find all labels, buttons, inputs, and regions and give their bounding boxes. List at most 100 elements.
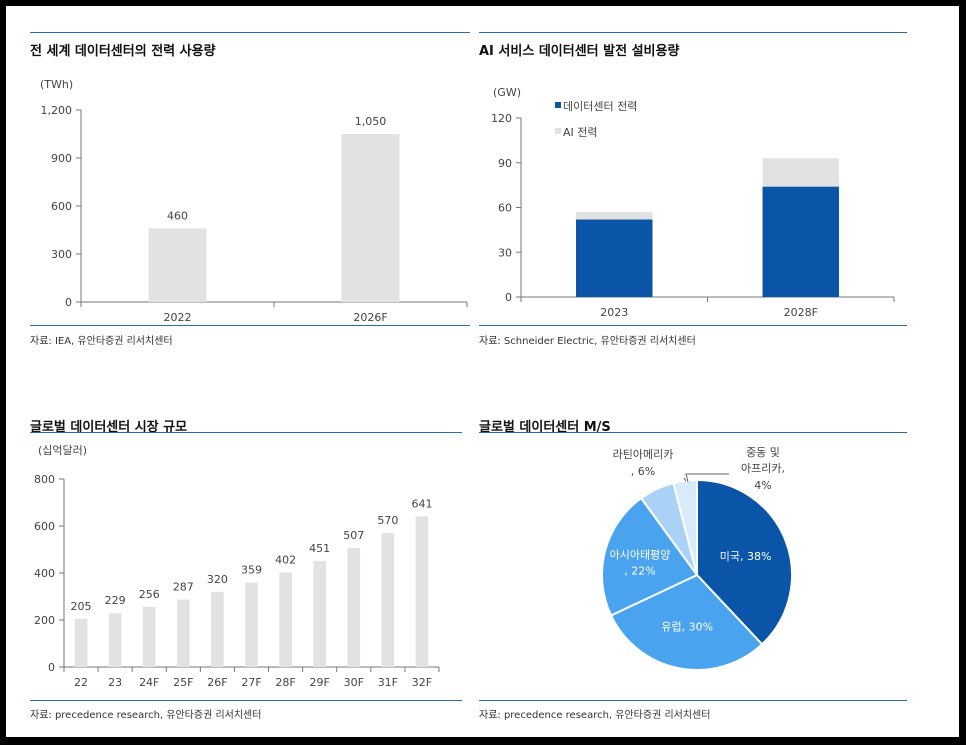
x-tick-label: 23: [108, 676, 122, 689]
bar: [74, 618, 88, 667]
legend-label: 데이터센터 전력: [563, 100, 637, 113]
panel-title: 글로벌 데이터센터 M/S: [479, 420, 611, 435]
y-tick-label: 400: [34, 567, 55, 580]
data-label: 570: [377, 514, 398, 527]
data-label: 320: [207, 573, 228, 586]
pie-label-outer: 아프리카,: [741, 462, 785, 475]
x-tick-label: 30F: [344, 676, 364, 689]
leader-line: [683, 477, 687, 482]
panel-top-rule: [30, 32, 470, 33]
x-tick-label: 28F: [275, 676, 295, 689]
y-tick-label: 300: [51, 248, 72, 261]
panel-top-rule: [30, 432, 462, 433]
pie-slice: [601, 496, 699, 617]
bar: [211, 591, 224, 667]
x-tick-label: 24F: [139, 676, 159, 689]
bar-segment: [576, 211, 653, 220]
source-note: 자료: precedence research, 유안타증권 리서치센터: [479, 710, 711, 721]
y-tick-label: 200: [34, 614, 55, 627]
x-tick-label: 2023: [600, 306, 628, 319]
data-label: 1,050: [355, 115, 387, 128]
y-tick-label: 30: [498, 246, 512, 259]
pie-label: , 22%: [624, 564, 655, 577]
power-usage-chart: (TWh) 0 300 600 900 1,200 2022 460 2026F 1,050: [40, 78, 468, 324]
bar: [279, 572, 292, 667]
x-tick-label: 2028F: [784, 306, 818, 319]
panel-top-rule: [479, 432, 907, 433]
pie-slice: [672, 478, 698, 576]
source-note: 자료: Schneider Electric, 유안타증권 리서치센터: [479, 336, 696, 347]
report-page: 전 세계 데이터센터의 전력 사용량 (TWh) 0 300 600 900 1,200 2…: [6, 6, 959, 737]
data-label: 205: [71, 600, 92, 613]
y-axis-unit: (십억달러): [38, 444, 87, 457]
y-tick-label: 900: [51, 152, 72, 165]
pie-label: 아시아태평양: [610, 548, 671, 561]
y-tick-label: 1,200: [41, 104, 73, 117]
data-label: 641: [411, 497, 432, 510]
panel-title: AI 서비스 데이터센터 발전 설비용량: [479, 44, 680, 59]
panel-title: 글로벌 데이터센터 시장 규모: [30, 420, 188, 435]
x-tick-label: 22: [74, 676, 88, 689]
bar: [142, 606, 156, 667]
y-tick-label: 0: [505, 291, 512, 304]
pie-label: 미국, 38%: [720, 550, 772, 563]
panel-power-usage: 전 세계 데이터센터의 전력 사용량 (TWh) 0 300 600 900 1,200 2…: [30, 32, 470, 352]
data-label: 402: [275, 554, 296, 567]
x-tick-label: 31F: [378, 676, 398, 689]
y-axis-unit: (TWh): [40, 78, 73, 91]
bar-segment: [762, 158, 839, 187]
pie-label-outer: 중동 및: [746, 446, 780, 459]
source-note: 자료: IEA, 유안타증권 리서치센터: [30, 336, 173, 347]
pie-slice: [696, 478, 793, 646]
bar: [381, 533, 395, 667]
source-note: 자료: precedence research, 유안타증권 리서치센터: [30, 710, 262, 721]
y-tick-label: 0: [65, 296, 72, 309]
panel-top-rule: [479, 32, 907, 33]
x-tick-label: 32F: [412, 676, 432, 689]
pie-label-outer: 4%: [754, 479, 771, 492]
market-share-chart: 미국, 38% 유럽, 30% 아시아태평양 , 22% 라틴아메리카 , 6% 중동 및아…: [601, 446, 793, 671]
x-tick-label: 2022: [164, 311, 192, 324]
data-label: 359: [241, 564, 262, 577]
y-tick-label: 0: [48, 661, 55, 674]
market-size-chart: (십억달러) 0 200 400 600 800 22 205 23 229 24F 256 25F 28…: [34, 444, 440, 689]
bar-segment: [762, 186, 839, 297]
panel-bottom-rule: [30, 700, 462, 701]
bar: [313, 561, 326, 667]
x-tick-label: 27F: [241, 676, 261, 689]
bar: [245, 582, 258, 667]
panel-market-size: 글로벌 데이터센터 시장 규모 (십억달러) 0 200 400 600 800 22 205…: [30, 406, 462, 726]
bar: [347, 547, 361, 667]
panel-market-share: 글로벌 데이터센터 M/S 미국, 38% 유럽, 30% 아시아태평양 , 22% 라…: [479, 406, 907, 726]
pie-label: 유럽, 30%: [661, 619, 713, 633]
legend-label: AI 전력: [563, 126, 598, 139]
panel-ai-capacity: AI 서비스 데이터센터 발전 설비용량 (GW) 0 30 60 90 120 2023 2…: [479, 32, 907, 352]
data-label: 287: [173, 581, 194, 594]
ai-capacity-chart: (GW) 0 30 60 90 120 2023 2028F 데이터센터 전력 AI 전력: [491, 86, 895, 319]
bar: [108, 613, 122, 667]
panel-bottom-rule: [479, 325, 907, 326]
pie-label-outer: 라틴아메리카: [613, 448, 674, 461]
data-label: 460: [167, 209, 188, 222]
x-tick-label: 2026F: [353, 311, 387, 324]
x-tick-label: 26F: [207, 676, 227, 689]
pie-label-outer: , 6%: [631, 465, 655, 478]
x-tick-label: 29F: [310, 676, 330, 689]
y-axis-unit: (GW): [493, 86, 521, 99]
y-tick-label: 600: [51, 200, 72, 213]
y-tick-label: 60: [498, 202, 512, 215]
y-tick-label: 90: [498, 157, 512, 170]
y-tick-label: 800: [34, 473, 55, 486]
data-label: 229: [105, 594, 126, 607]
legend-swatch: [555, 128, 561, 134]
y-tick-label: 120: [491, 112, 512, 125]
bar: [341, 134, 400, 302]
x-tick-label: 25F: [173, 676, 193, 689]
data-label: 451: [309, 542, 330, 555]
panel-title: 전 세계 데이터센터의 전력 사용량: [30, 44, 216, 59]
data-label: 507: [343, 529, 364, 542]
bar: [148, 228, 207, 302]
bar: [177, 599, 190, 667]
y-tick-label: 600: [34, 520, 55, 533]
panel-bottom-rule: [30, 325, 470, 326]
